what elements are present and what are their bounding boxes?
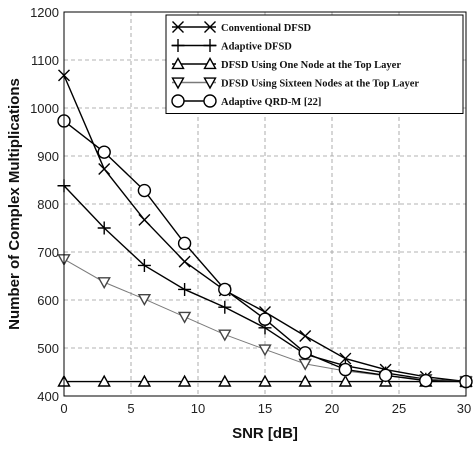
series-markers	[57, 69, 473, 389]
legend: Conventional DFSD Adaptive DFSD DFSD Using…	[165, 14, 464, 114]
legend-marker	[204, 21, 216, 33]
data-point	[298, 346, 312, 360]
y-tick-label: 700	[37, 245, 59, 260]
y-tick-label: 900	[37, 149, 59, 164]
legend-item: DFSD Using One Node at the Top Layer	[171, 57, 401, 71]
legend-item: DFSD Using Sixteen Nodes at the Top Laye…	[171, 77, 419, 90]
data-point	[97, 221, 111, 235]
x-tick-label: 30	[457, 401, 471, 416]
legend-marker	[203, 57, 217, 70]
y-tick-label: 800	[37, 197, 59, 212]
legend-label: Adaptive QRD-M [22]	[221, 97, 321, 108]
data-point	[137, 258, 151, 272]
x-axis-ticks: 0 5 10 15 20 25 30	[60, 401, 471, 416]
data-point	[137, 374, 152, 387]
data-point	[98, 162, 111, 175]
legend-marker	[171, 39, 185, 52]
legend-marker	[172, 21, 184, 33]
data-point	[177, 374, 192, 387]
plot-frame	[63, 11, 467, 397]
legend-marker	[203, 39, 217, 52]
legend-marker	[171, 57, 185, 70]
data-point	[177, 311, 192, 324]
data-point	[339, 352, 352, 365]
data-point	[218, 282, 232, 297]
legend-marker	[203, 77, 217, 90]
legend-marker	[171, 94, 185, 108]
x-tick-label: 25	[392, 401, 406, 416]
data-point	[137, 183, 152, 198]
data-point	[178, 255, 191, 268]
data-point	[218, 300, 232, 314]
legend-marker	[203, 94, 217, 108]
legend-label: Adaptive DFSD	[221, 42, 292, 53]
legend-item: Conventional DFSD	[172, 21, 312, 34]
legend-item: Adaptive DFSD	[171, 39, 292, 53]
legend-marker	[171, 77, 185, 90]
data-point	[299, 330, 312, 342]
data-point	[218, 329, 232, 342]
legend-label: DFSD Using One Node at the Top Layer	[221, 60, 401, 71]
data-point	[298, 374, 312, 387]
x-tick-label: 10	[191, 401, 205, 416]
x-tick-label: 5	[127, 401, 134, 416]
x-axis-label: SNR [dB]	[232, 425, 298, 442]
data-point	[338, 362, 353, 377]
y-tick-label: 500	[37, 341, 59, 356]
x-tick-label: 20	[325, 401, 339, 416]
data-point	[177, 236, 192, 251]
y-tick-label: 1100	[31, 53, 59, 68]
data-point	[419, 373, 433, 388]
y-tick-label: 600	[37, 293, 59, 308]
data-point	[258, 374, 272, 387]
y-tick-label: 400	[37, 389, 59, 404]
legend-item: Adaptive QRD-M [22]	[171, 94, 321, 108]
data-point	[137, 293, 152, 306]
y-axis-ticks: 400 500 600 700 800 900 1000 1100 1200	[30, 5, 59, 404]
data-point	[378, 368, 393, 383]
legend-label: Conventional DFSD	[221, 23, 312, 34]
y-tick-label: 1200	[30, 5, 59, 20]
data-point	[338, 374, 353, 387]
y-tick-label: 1000	[30, 101, 59, 116]
data-point	[97, 374, 111, 387]
y-axis-label: Number of Complex Multiplications	[6, 78, 23, 330]
legend-label: DFSD Using Sixteen Nodes at the Top Laye…	[221, 79, 419, 90]
data-point	[138, 213, 151, 226]
data-point	[97, 145, 111, 159]
x-tick-label: 15	[258, 401, 272, 416]
data-point	[178, 282, 192, 296]
x-tick-label: 0	[60, 401, 67, 416]
data-point	[258, 344, 272, 357]
data-point	[97, 277, 111, 290]
data-point	[258, 312, 272, 326]
data-point	[218, 374, 232, 387]
